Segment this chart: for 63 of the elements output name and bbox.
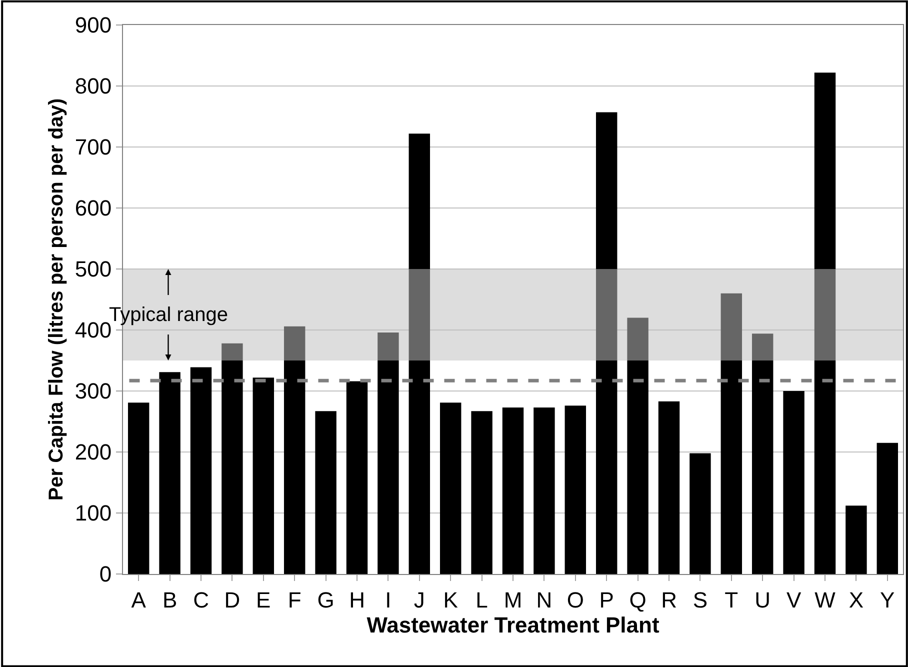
y-tick-label: 500 bbox=[74, 256, 112, 282]
bar bbox=[846, 506, 867, 574]
x-tick-label: E bbox=[256, 587, 271, 612]
y-tick-label: 0 bbox=[99, 562, 112, 587]
y-tick-label: 900 bbox=[74, 12, 112, 38]
bar bbox=[159, 372, 180, 574]
x-tick-label: N bbox=[536, 587, 552, 612]
x-tick-label: G bbox=[317, 587, 334, 612]
bar bbox=[876, 442, 898, 574]
x-tick-label: Y bbox=[880, 587, 896, 612]
bar bbox=[502, 407, 524, 574]
y-tick-label: 400 bbox=[74, 318, 112, 343]
bar bbox=[814, 72, 836, 574]
bar bbox=[315, 411, 336, 574]
x-tick-label: J bbox=[414, 587, 425, 612]
x-tick-label: M bbox=[504, 587, 522, 612]
y-tick-label: 800 bbox=[74, 74, 112, 99]
bar bbox=[627, 318, 648, 574]
y-tick-label: 100 bbox=[74, 500, 112, 526]
x-tick-label: X bbox=[848, 587, 864, 612]
x-tick-label: L bbox=[476, 587, 488, 612]
x-tick-label: D bbox=[224, 587, 240, 612]
x-tick-label: U bbox=[754, 587, 771, 612]
x-tick-label: B bbox=[162, 587, 178, 612]
bar bbox=[596, 112, 618, 574]
bar bbox=[284, 326, 306, 574]
bar bbox=[720, 293, 742, 574]
x-tick-label: Q bbox=[629, 587, 646, 612]
x-tick-label: S bbox=[692, 587, 708, 612]
x-tick-label: V bbox=[786, 587, 802, 612]
x-tick-label: I bbox=[385, 587, 392, 612]
x-tick-label: C bbox=[193, 587, 210, 612]
bar bbox=[378, 332, 399, 574]
y-tick-label: 200 bbox=[74, 440, 112, 465]
bar bbox=[346, 381, 368, 574]
x-tick-label: W bbox=[814, 587, 836, 612]
bar bbox=[783, 391, 804, 574]
bar bbox=[190, 367, 212, 574]
bar bbox=[471, 411, 492, 574]
x-tick-label: O bbox=[566, 587, 584, 612]
y-tick-label: 700 bbox=[74, 134, 112, 160]
x-tick-label: K bbox=[443, 587, 458, 612]
bar bbox=[440, 402, 462, 574]
x-tick-label: A bbox=[131, 587, 146, 612]
x-tick-label: R bbox=[661, 587, 677, 612]
x-tick-label: P bbox=[599, 587, 614, 612]
x-axis-title: Wastewater Treatment Plant bbox=[366, 612, 660, 638]
x-tick-label: H bbox=[349, 587, 365, 612]
band-label: Typical range bbox=[109, 304, 228, 326]
bar bbox=[252, 378, 274, 574]
bar bbox=[564, 406, 586, 574]
y-tick-label: 600 bbox=[74, 196, 112, 221]
bar bbox=[752, 334, 774, 574]
bar bbox=[534, 407, 555, 574]
bar bbox=[408, 134, 430, 574]
x-tick-label: F bbox=[288, 587, 302, 612]
bar bbox=[690, 453, 711, 574]
bar bbox=[658, 401, 680, 574]
x-tick-label: T bbox=[724, 587, 738, 612]
bar bbox=[222, 343, 243, 574]
y-axis-title: Per Capita Flow (litres per person per day) bbox=[45, 98, 68, 501]
y-tick-label: 300 bbox=[74, 378, 112, 404]
bar bbox=[128, 402, 150, 574]
